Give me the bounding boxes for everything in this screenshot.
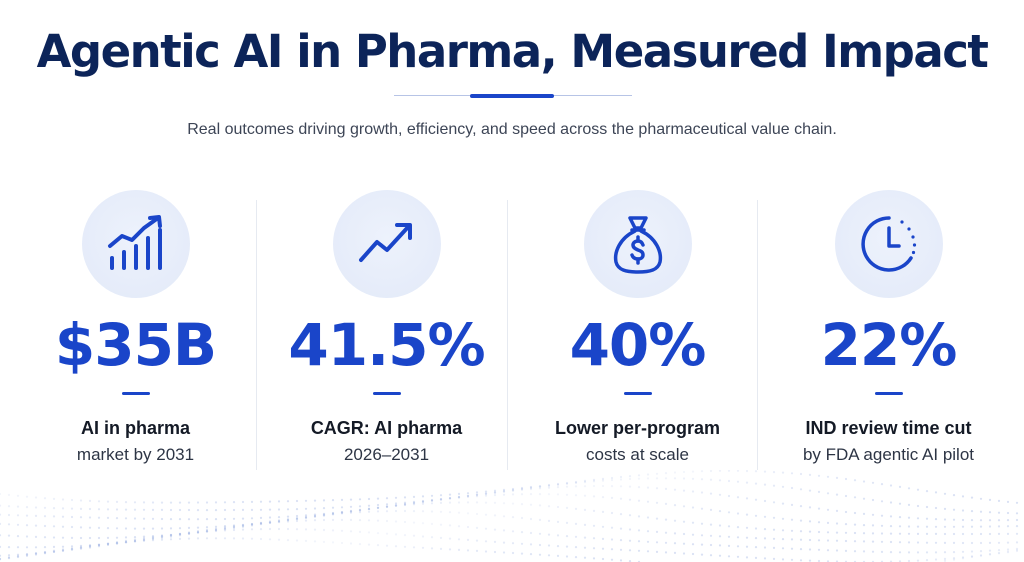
stat-market-size: $35B AI in pharma market by 2031 — [10, 190, 261, 480]
title-divider-accent — [470, 94, 554, 98]
stat-value-underline — [372, 392, 401, 395]
bar-chart-growth-icon — [81, 190, 190, 298]
stat-value-underline — [623, 392, 652, 395]
stat-label: IND review time cut — [805, 418, 972, 438]
stat-value-underline — [874, 392, 903, 395]
stat-value: 22% — [820, 311, 958, 379]
column-divider — [507, 200, 508, 470]
stat-value-underline — [121, 392, 150, 395]
money-bag-icon — [583, 190, 692, 298]
stat-cagr: 41.5% CAGR: AI pharma 2026–2031 — [261, 190, 512, 480]
decorative-dot-waves — [0, 470, 1019, 562]
stat-label: AI in pharma — [80, 418, 191, 438]
column-divider — [757, 200, 758, 470]
stat-sublabel: costs at scale — [586, 445, 689, 464]
stat-sublabel: 2026–2031 — [343, 445, 430, 464]
stat-label: Lower per-program — [554, 418, 721, 438]
clock-icon — [834, 190, 943, 298]
stat-label: CAGR: AI pharma — [310, 418, 463, 438]
stat-value: 40% — [569, 311, 707, 379]
stats-row: $35B AI in pharma market by 2031 41.5% C… — [10, 190, 1014, 480]
stat-value: 41.5% — [288, 311, 485, 379]
stat-sublabel: by FDA agentic AI pilot — [802, 445, 975, 464]
stat-cost-reduction: 40% Lower per-program costs at scale — [512, 190, 763, 480]
stat-value: $35B — [54, 311, 217, 379]
column-divider — [256, 200, 257, 470]
stat-sublabel: market by 2031 — [76, 445, 195, 464]
stat-review-time: 22% IND review time cut by FDA agentic A… — [763, 190, 1014, 480]
page-subtitle: Real outcomes driving growth, efficiency… — [187, 121, 837, 138]
trend-up-arrow-icon — [332, 190, 441, 298]
page-title: Agentic AI in Pharma, Measured Impact — [36, 25, 989, 78]
